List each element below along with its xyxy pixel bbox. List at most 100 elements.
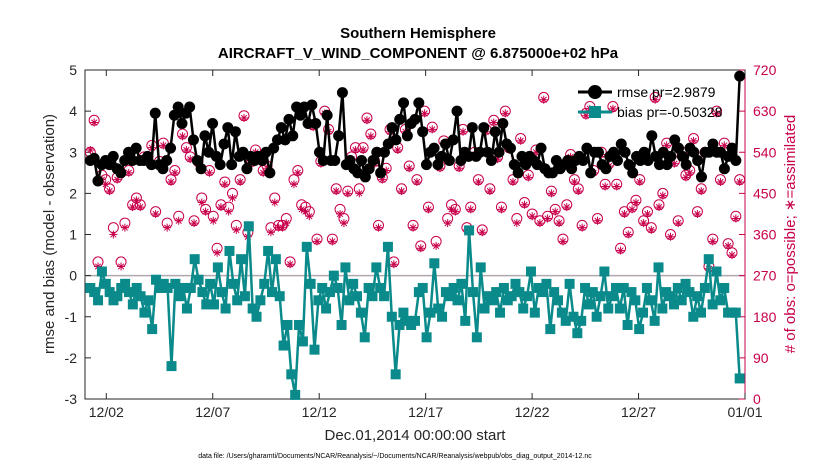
- bias-point: [259, 278, 270, 289]
- rmse-point: [688, 146, 700, 158]
- rmse-point: [577, 154, 589, 166]
- rmse-point: [497, 117, 509, 129]
- y-tick-label: -3: [65, 391, 78, 407]
- obs-assimilated-point: [266, 228, 275, 237]
- obs-assimilated-point: [689, 136, 698, 145]
- rmse-point: [638, 146, 650, 158]
- bias-point: [487, 295, 498, 306]
- obs-assimilated-point: [501, 109, 510, 118]
- bias-point: [680, 278, 691, 289]
- bias-point: [193, 274, 204, 285]
- rmse-point: [161, 154, 173, 166]
- rmse-point: [447, 134, 459, 146]
- bias-point: [529, 307, 540, 318]
- rmse-point: [474, 146, 486, 158]
- rmse-point: [359, 171, 371, 183]
- bias-point: [340, 262, 351, 273]
- bias-point: [634, 324, 645, 335]
- obs-assimilated-point: [86, 145, 95, 154]
- rmse-point: [168, 109, 180, 121]
- bias-point: [224, 245, 235, 256]
- rmse-point: [562, 154, 574, 166]
- bias-point: [394, 319, 405, 330]
- bias-point: [104, 287, 115, 298]
- bias-point: [734, 373, 745, 384]
- obs-assimilated-point: [716, 177, 725, 186]
- bias-point: [711, 266, 722, 277]
- obs-assimilated-point: [209, 216, 218, 225]
- bias-point: [247, 303, 258, 314]
- bias-point: [317, 282, 328, 293]
- bias-point: [498, 282, 509, 293]
- bias-point: [309, 344, 320, 355]
- bias-point: [197, 287, 208, 298]
- bias-point: [622, 319, 633, 330]
- bias-point: [382, 241, 393, 252]
- obs-assimilated-point: [197, 198, 206, 207]
- obs-assimilated-point: [558, 237, 567, 246]
- rmse-point: [673, 142, 685, 154]
- bias-point: [228, 278, 239, 289]
- obs-assimilated-point: [551, 207, 560, 216]
- rmse-point: [344, 154, 356, 166]
- bias-point: [448, 282, 459, 293]
- bias-point: [580, 282, 591, 293]
- bias-point: [730, 307, 741, 318]
- obs-assimilated-point: [520, 200, 529, 209]
- rmse-point: [210, 150, 222, 162]
- rmse-point: [306, 99, 318, 111]
- obs-assimilated-point: [416, 244, 425, 253]
- rmse-point: [229, 126, 241, 138]
- bias-point: [286, 369, 297, 380]
- rmse-point: [378, 146, 390, 158]
- obs-assimilated-point: [412, 177, 421, 186]
- y-axis-ticks: -3 -2 -1 0 1 2 3 4 5: [65, 62, 91, 407]
- bias-point: [479, 303, 490, 314]
- obs-assimilated-point: [616, 246, 625, 255]
- y-right-tick-label: 450: [753, 185, 777, 201]
- bias-point: [263, 245, 274, 256]
- rmse-point: [88, 152, 100, 164]
- y-tick-label: 0: [69, 268, 77, 284]
- bias-point: [576, 315, 587, 326]
- bias-point: [707, 299, 718, 310]
- bias-point: [614, 303, 625, 314]
- obs-assimilated-point: [397, 187, 406, 196]
- y-tick-label: 1: [69, 227, 77, 243]
- obs-assimilated-point: [378, 175, 387, 184]
- bias-point: [715, 295, 726, 306]
- rmse-point: [336, 87, 348, 99]
- obs-assimilated-point: [374, 223, 383, 232]
- obs-assimilated-point: [532, 148, 541, 157]
- bias-point: [518, 303, 529, 314]
- bias-point: [305, 278, 316, 289]
- bias-point: [587, 287, 598, 298]
- bias-point: [321, 303, 332, 314]
- rmse-point: [184, 101, 196, 113]
- bias-point: [201, 299, 212, 310]
- obs-assimilated-point: [651, 95, 660, 104]
- bias-point: [355, 307, 366, 318]
- bias-point: [324, 287, 335, 298]
- rmse-point: [707, 138, 719, 150]
- rmse-point: [401, 130, 413, 142]
- obs-assimilated-point: [720, 141, 729, 150]
- rmse-point: [680, 159, 692, 171]
- bias-point: [525, 266, 536, 277]
- obs-assimilated-point: [282, 219, 291, 228]
- bias-point: [89, 287, 100, 298]
- bias-point: [162, 282, 173, 293]
- rmse-point: [176, 117, 188, 129]
- bias-point: [437, 311, 448, 322]
- obs-assimilated-point: [366, 132, 375, 141]
- bias-point: [93, 295, 104, 306]
- obs-assimilated-point: [359, 145, 368, 154]
- chart-title: Southern Hemisphere: [340, 25, 496, 42]
- bias-point: [638, 307, 649, 318]
- obs-assimilated-point: [259, 168, 268, 177]
- bias-point: [255, 295, 266, 306]
- rmse-point: [619, 146, 631, 158]
- obs-assimilated-point: [174, 216, 183, 225]
- obs-assimilated-point: [182, 145, 191, 154]
